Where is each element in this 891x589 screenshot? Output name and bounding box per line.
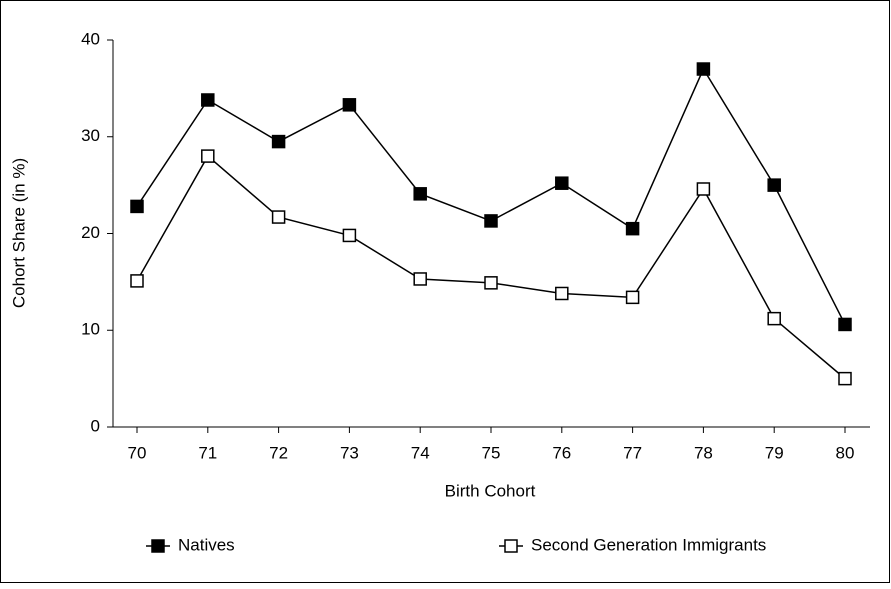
data-point bbox=[767, 311, 781, 326]
x-tick-label: 73 bbox=[340, 443, 359, 462]
data-point bbox=[767, 178, 781, 192]
data-point bbox=[696, 182, 711, 196]
legend-label: Second Generation Immigrants bbox=[531, 535, 766, 554]
data-point bbox=[413, 272, 427, 286]
x-tick-label: 77 bbox=[623, 443, 642, 462]
data-point bbox=[625, 221, 640, 236]
x-tick-label: 70 bbox=[128, 443, 147, 462]
y-tick-label: 30 bbox=[81, 126, 100, 145]
data-point bbox=[555, 286, 569, 301]
x-tick-label: 76 bbox=[552, 443, 571, 462]
x-tick-label: 75 bbox=[482, 443, 501, 462]
x-axis-label: Birth Cohort bbox=[445, 481, 536, 500]
x-tick-label: 80 bbox=[836, 443, 855, 462]
y-tick-label: 10 bbox=[81, 320, 100, 339]
x-tick-label: 79 bbox=[765, 443, 784, 462]
x-tick-label: 78 bbox=[694, 443, 713, 462]
data-point bbox=[271, 210, 286, 224]
data-point bbox=[342, 98, 357, 112]
data-point bbox=[413, 187, 427, 201]
y-tick-label: 20 bbox=[81, 223, 100, 242]
legend-label: Natives bbox=[178, 535, 235, 554]
data-point bbox=[484, 214, 498, 228]
data-point bbox=[130, 199, 144, 214]
data-point bbox=[555, 176, 569, 190]
data-point bbox=[838, 371, 852, 386]
data-point bbox=[484, 276, 498, 290]
y-axis-label: Cohort Share (in %) bbox=[9, 158, 28, 308]
data-point bbox=[342, 228, 357, 243]
data-point bbox=[271, 134, 286, 149]
data-point bbox=[696, 62, 711, 76]
data-point bbox=[625, 290, 640, 305]
y-tick-label: 0 bbox=[91, 416, 100, 435]
legend-marker bbox=[151, 539, 165, 553]
data-point bbox=[130, 274, 144, 288]
x-tick-label: 72 bbox=[269, 443, 288, 462]
legend-marker bbox=[504, 539, 518, 553]
x-tick-label: 74 bbox=[411, 443, 430, 462]
x-tick-label: 71 bbox=[198, 443, 217, 462]
data-point bbox=[201, 93, 215, 107]
data-point bbox=[201, 149, 215, 163]
y-tick-label: 40 bbox=[81, 29, 100, 48]
data-point bbox=[838, 317, 852, 332]
